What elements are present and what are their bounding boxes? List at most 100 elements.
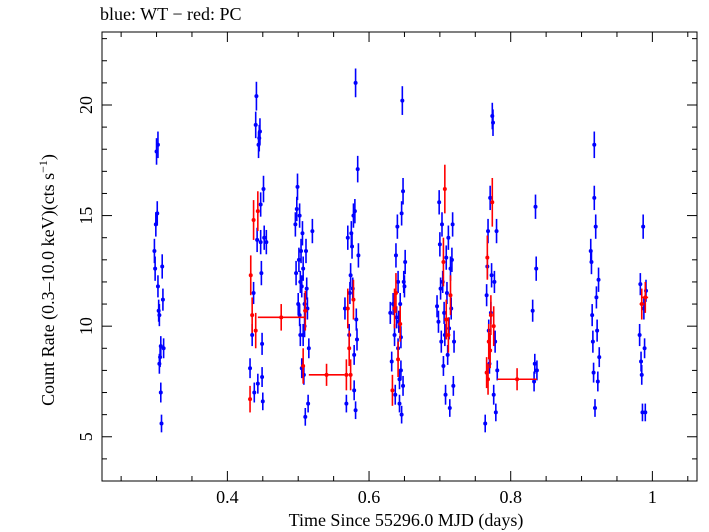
wt-data-point — [297, 203, 302, 228]
wt-data-point — [352, 198, 357, 224]
data-marker — [352, 352, 357, 357]
wt-data-point — [641, 214, 646, 239]
pc-data-point — [351, 279, 356, 320]
wt-data-point — [304, 238, 308, 264]
pc-data-point — [255, 191, 260, 232]
data-marker — [442, 187, 447, 192]
x-axis-label: Time Since 55296.0 MJD (days) — [289, 510, 524, 531]
y-tick-label: 15 — [76, 207, 96, 225]
wt-data-point — [393, 243, 398, 268]
data-marker — [251, 290, 256, 295]
pc-data-point — [392, 288, 397, 329]
wt-data-point — [401, 375, 406, 396]
data-marker — [396, 357, 401, 362]
wt-data-point — [253, 111, 258, 139]
data-marker — [345, 306, 350, 311]
data-marker — [492, 279, 497, 284]
data-marker — [152, 248, 157, 253]
wt-data-point — [435, 295, 440, 318]
data-marker — [260, 375, 265, 380]
wt-data-point — [593, 214, 598, 239]
y-tick-label: 10 — [76, 317, 96, 335]
wt-data-point — [639, 364, 644, 385]
data-marker — [161, 346, 166, 351]
pc-data-point — [345, 288, 350, 329]
wt-data-point — [299, 238, 304, 264]
wt-data-point — [159, 414, 164, 433]
wt-data-point — [399, 201, 404, 226]
data-marker — [483, 421, 488, 426]
data-marker — [637, 333, 642, 338]
data-marker — [353, 80, 358, 85]
data-marker — [299, 248, 304, 253]
wt-data-point — [442, 301, 447, 324]
wt-data-point — [255, 373, 260, 394]
wt-data-point — [294, 196, 299, 222]
data-marker — [435, 304, 440, 309]
data-marker — [515, 377, 520, 382]
data-marker — [436, 319, 441, 324]
wt-data-point — [640, 403, 645, 422]
y-axis-label-main: Count Rate (0.3–10.0 keV)(cts s — [38, 173, 59, 406]
pc-data-point — [251, 200, 256, 240]
data-marker — [488, 348, 493, 353]
wt-data-point — [257, 118, 262, 145]
data-marker — [261, 187, 266, 192]
data-marker — [248, 366, 253, 371]
data-marker — [262, 235, 267, 240]
pc-data-point — [393, 273, 398, 313]
data-marker — [449, 257, 454, 262]
pc-data-point — [344, 359, 349, 391]
wt-data-point — [446, 225, 451, 250]
data-marker — [447, 406, 452, 411]
wt-data-point — [252, 382, 257, 403]
data-marker — [352, 388, 357, 393]
x-tick-label: 0.6 — [358, 487, 381, 507]
wt-data-point — [399, 405, 404, 424]
wt-data-point — [436, 310, 441, 333]
data-marker — [395, 224, 400, 229]
data-marker — [590, 339, 595, 344]
wt-data-point — [437, 190, 442, 215]
wt-data-point — [301, 256, 306, 281]
data-marker — [493, 410, 498, 415]
data-marker — [297, 213, 302, 218]
data-marker — [393, 392, 398, 397]
y-tick-label: 20 — [76, 96, 96, 114]
data-marker — [642, 346, 647, 351]
wt-data-point — [638, 273, 643, 296]
pc-data-point — [390, 374, 395, 406]
data-marker — [441, 363, 446, 368]
data-marker — [593, 406, 597, 411]
wt-data-point — [389, 351, 394, 372]
data-marker — [354, 317, 359, 322]
pc-data-point — [444, 299, 449, 340]
data-marker — [294, 206, 299, 211]
x-tick-label: 1 — [648, 487, 657, 507]
pc-data-point — [248, 255, 253, 296]
data-marker — [301, 363, 306, 368]
data-marker — [640, 410, 645, 415]
wt-data-point — [300, 221, 305, 246]
data-marker — [448, 293, 453, 298]
data-marker — [639, 359, 644, 364]
data-marker — [590, 313, 595, 318]
data-marker — [494, 229, 499, 234]
wt-data-point — [157, 304, 162, 327]
wt-data-point — [488, 185, 493, 211]
wt-data-point — [294, 260, 299, 286]
data-marker — [260, 399, 265, 404]
y-axis-label-end: ) — [38, 154, 59, 160]
data-marker — [388, 310, 393, 315]
wt-data-point — [260, 367, 265, 387]
data-marker — [306, 346, 311, 351]
data-marker — [303, 308, 308, 313]
data-marker — [347, 346, 352, 351]
wt-data-point — [259, 260, 264, 286]
data-marker — [248, 273, 253, 278]
data-marker — [402, 284, 407, 289]
data-marker — [353, 408, 358, 413]
wt-data-point — [251, 281, 256, 305]
pc-data-point — [250, 297, 255, 333]
wt-data-point — [530, 299, 535, 322]
